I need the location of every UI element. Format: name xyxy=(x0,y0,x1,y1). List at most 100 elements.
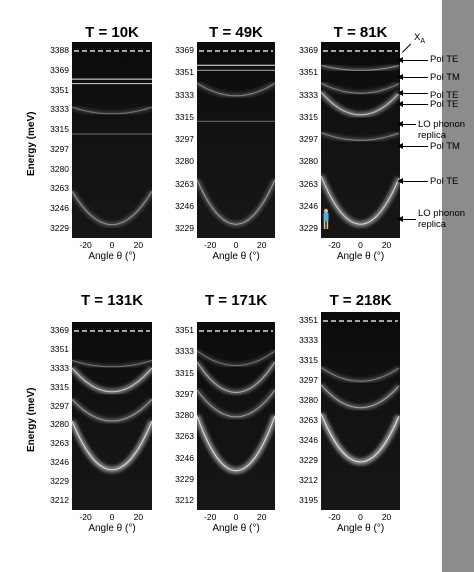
y-tick-label: 3315 xyxy=(175,111,194,122)
band-glow-4 xyxy=(197,178,275,227)
y-tick-label: 3263 xyxy=(299,178,318,189)
x-tick-label: 20 xyxy=(257,240,267,250)
band-glow-2 xyxy=(197,81,275,99)
band-line-0 xyxy=(321,64,400,71)
band-glow-0 xyxy=(72,358,152,369)
spectrum-image xyxy=(72,42,152,238)
x-axis-label: Angle θ (°) xyxy=(88,251,136,262)
y-tick-label: 3263 xyxy=(175,178,194,189)
x-axis-label: Angle θ (°) xyxy=(212,523,260,534)
annotation-poltm2: Pol TM xyxy=(430,141,460,152)
x-tick-label: 20 xyxy=(381,240,392,250)
panel-title: T = 218K xyxy=(329,292,392,309)
y-tick-label: 3315 xyxy=(50,124,69,135)
x-tick-label: -20 xyxy=(204,240,217,250)
x-tick-label: 0 xyxy=(358,240,363,250)
y-tick-label: 3246 xyxy=(299,200,318,211)
band-line-0 xyxy=(321,366,400,382)
y-tick-label: 3369 xyxy=(175,45,194,55)
band-line-2 xyxy=(72,398,152,422)
y-tick-label: 3315 xyxy=(175,367,194,378)
spectrum-svg xyxy=(72,50,152,227)
y-tick-label: 3369 xyxy=(299,45,318,55)
band-line-1 xyxy=(321,384,400,409)
spectrum-svg xyxy=(197,330,275,474)
y-tick-label: 3195 xyxy=(299,495,318,505)
annotation-arrow xyxy=(397,101,428,107)
x-tick-label: -20 xyxy=(79,512,92,522)
y-tick-label: 3246 xyxy=(175,452,194,463)
y-tick-label: 3333 xyxy=(50,362,69,373)
y-tick-label: 3351 xyxy=(175,325,194,335)
y-tick-label: 3369 xyxy=(50,64,69,75)
annotation-arrow xyxy=(397,57,428,63)
y-tick-label: 3229 xyxy=(299,223,318,233)
panel-title: T = 10K xyxy=(85,24,139,41)
band-glow-2 xyxy=(72,104,152,116)
x-axis-label: Angle θ (°) xyxy=(336,523,385,534)
spectrum-svg xyxy=(72,330,152,473)
y-tick-label: 3280 xyxy=(175,156,194,167)
annotation-lo1: LO phonon replica xyxy=(418,119,466,141)
annotation-lo2: LO phonon replica xyxy=(418,208,466,230)
y-tick-label: 3229 xyxy=(50,223,69,233)
panel-title: T = 171K xyxy=(204,292,268,309)
y-tick-label: 3297 xyxy=(50,143,69,154)
x-tick-label: -20 xyxy=(204,512,217,522)
y-tick-label: 3246 xyxy=(50,203,69,214)
y-tick-label: 3333 xyxy=(299,335,318,345)
band-line-4 xyxy=(197,179,275,225)
y-tick-label: 3297 xyxy=(175,134,194,144)
annotation-xa: XA xyxy=(414,32,425,47)
y-tick-label: 3280 xyxy=(50,163,69,174)
side-bar xyxy=(442,0,474,572)
spectrum-image xyxy=(321,312,400,510)
annotation-poltm1: Pol TM xyxy=(430,72,460,83)
x-tick-label: 20 xyxy=(381,512,392,522)
x-tick-label: 0 xyxy=(233,240,239,250)
y-tick-label: 3297 xyxy=(175,388,194,399)
y-tick-label: 3351 xyxy=(50,343,69,354)
annotation-polte3: Pol TE xyxy=(430,99,459,110)
band-line-3 xyxy=(321,132,400,141)
annotation-polte1: Pol TE xyxy=(430,54,459,65)
spectrum-image xyxy=(197,322,275,510)
x-tick-label: 20 xyxy=(133,512,144,522)
spectrum-image xyxy=(197,42,275,238)
band-line-2 xyxy=(72,106,152,115)
x-tick-label: 0 xyxy=(233,512,239,522)
y-tick-label: 3351 xyxy=(175,67,194,78)
y-tick-label: 3315 xyxy=(50,381,69,392)
annotation-polte4: Pol TE xyxy=(430,176,459,187)
x-tick-label: -20 xyxy=(79,240,92,250)
band-glow-0 xyxy=(321,62,400,73)
band-line-2 xyxy=(197,82,275,97)
y-tick-label: 3333 xyxy=(175,346,194,357)
y-tick-label: 3212 xyxy=(299,475,318,485)
band-line-2 xyxy=(321,413,400,463)
band-line-4 xyxy=(72,190,152,226)
band-line-0 xyxy=(72,359,152,368)
spectrum-svg xyxy=(197,50,275,227)
y-tick-label: 3351 xyxy=(299,67,318,78)
y-tick-label: 3246 xyxy=(50,457,69,468)
x-tick-label: 0 xyxy=(109,512,115,522)
panel-title: T = 131K xyxy=(80,292,144,309)
annotation-label: X xyxy=(414,32,421,43)
x-tick-label: 20 xyxy=(257,512,267,522)
y-tick-label: 3229 xyxy=(175,473,194,484)
y-tick-label: 3263 xyxy=(50,438,69,449)
spectrum-svg xyxy=(321,50,400,228)
band-glow-3 xyxy=(321,130,400,143)
panel-title: T = 49K xyxy=(209,24,263,41)
y-tick-label: 3263 xyxy=(175,431,194,442)
x-tick-label: -20 xyxy=(328,240,341,250)
annotation-arrow xyxy=(397,90,428,96)
band-line-3 xyxy=(72,420,152,471)
band-line-0 xyxy=(197,350,275,366)
y-tick-label: 3351 xyxy=(299,315,318,325)
x-tick-label: -20 xyxy=(328,512,341,522)
y-tick-label: 3229 xyxy=(175,223,194,233)
y-tick-label: 3315 xyxy=(299,111,318,122)
spectrum-svg xyxy=(321,320,400,466)
